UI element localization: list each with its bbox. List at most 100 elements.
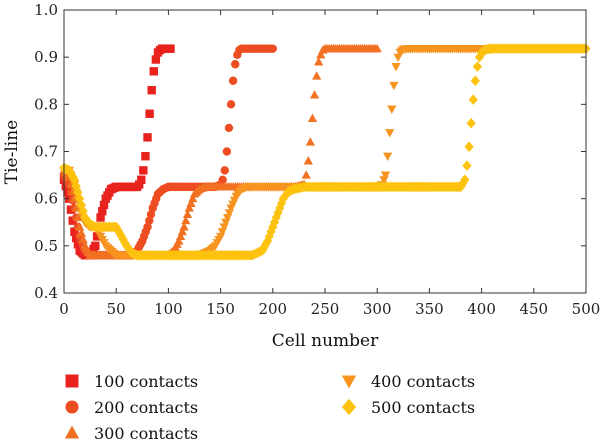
triangle-point — [372, 43, 382, 53]
square-point — [149, 67, 158, 76]
square-point — [98, 207, 107, 216]
triangle-point — [78, 234, 88, 244]
triangle-point — [181, 215, 191, 225]
circle-point — [220, 166, 229, 175]
triangle-point — [73, 212, 83, 222]
triangle-point — [309, 90, 320, 99]
legend-label: 500 contacts — [371, 398, 475, 417]
diamond-point — [262, 235, 273, 247]
diamond-point — [462, 160, 472, 171]
x-tick-label: 300 — [363, 300, 392, 318]
diamond-point — [466, 117, 476, 129]
square-point — [145, 109, 154, 118]
diamond-point — [468, 94, 478, 105]
y-tick-label: 0.5 — [34, 237, 58, 255]
diamond-point — [460, 174, 470, 186]
series-layer — [59, 43, 591, 261]
diamond-point — [273, 207, 283, 219]
x-tick-label: 400 — [467, 300, 496, 318]
x-tick-label: 350 — [415, 300, 444, 318]
legend-marker-triangle — [64, 425, 80, 439]
square-point — [96, 213, 105, 222]
series-5 — [59, 43, 591, 261]
y-axis-label: Tie-line — [2, 120, 22, 184]
diamond-point — [73, 187, 83, 198]
circle-point — [268, 44, 277, 53]
triangle-point — [305, 137, 316, 146]
triangle-point — [301, 170, 311, 179]
down-triangle-point — [389, 81, 399, 91]
triangle-point — [303, 156, 313, 165]
circle-point — [224, 123, 234, 133]
triangle-point — [75, 222, 85, 231]
down-triangle-point — [387, 105, 397, 114]
legend-marker-square — [65, 374, 79, 388]
triangle-point — [182, 209, 193, 218]
y-tick-label: 0.4 — [34, 284, 58, 302]
legend-marker-diamond — [341, 398, 357, 416]
legend-label: 100 contacts — [94, 372, 198, 391]
diamond-point — [464, 141, 474, 153]
circle-point — [226, 100, 236, 109]
legend-marker-down-triangle — [341, 375, 357, 389]
triangle-point — [307, 113, 318, 123]
circle-point — [143, 222, 152, 232]
x-tick-label: 200 — [258, 300, 287, 318]
axis-ticks: 0 50 100 150 200 250 300 350 400 450 500 0.4 0.5 0.6 0… — [34, 1, 600, 318]
circle-point — [145, 216, 154, 225]
down-triangle-point — [383, 152, 393, 162]
down-triangle-point — [380, 171, 391, 180]
legend-label: 200 contacts — [94, 398, 198, 417]
triangle-point — [188, 193, 198, 203]
square-point — [134, 180, 144, 189]
square-point — [141, 152, 150, 161]
circle-point — [218, 175, 227, 184]
square-point — [147, 85, 156, 95]
diamond-point — [268, 221, 278, 233]
legend-label: 400 contacts — [371, 372, 475, 391]
diamond-point — [470, 75, 480, 86]
legend-label: 300 contacts — [94, 424, 198, 443]
square-point — [91, 241, 100, 251]
diamond-point — [472, 61, 483, 72]
legend: 100 contacts 200 contacts 300 contacts 400 … — [64, 372, 475, 443]
square-point — [151, 55, 161, 64]
down-triangle-point — [391, 63, 401, 72]
triangle-point — [312, 71, 322, 80]
down-triangle-point — [385, 129, 395, 138]
square-point — [92, 232, 102, 241]
square-point — [99, 200, 109, 210]
triangle-point — [314, 57, 324, 66]
y-tick-label: 0.6 — [34, 190, 58, 208]
x-tick-label: 50 — [107, 300, 126, 318]
square-point — [166, 44, 175, 53]
triangle-point — [186, 198, 196, 207]
y-tick-label: 0.7 — [34, 143, 58, 161]
y-tick-label: 0.9 — [34, 48, 58, 66]
diamond-point — [71, 180, 81, 192]
triangle-point — [316, 49, 326, 59]
triangle-point — [184, 203, 194, 212]
triangle-point — [174, 236, 184, 245]
square-point — [73, 240, 83, 249]
circle-point — [231, 60, 240, 69]
triangle-point — [76, 228, 87, 237]
x-tick-label: 100 — [154, 300, 183, 318]
triangle-point — [177, 226, 187, 236]
x-tick-label: 0 — [59, 300, 69, 318]
circle-point — [146, 210, 156, 219]
triangle-point — [179, 222, 189, 231]
square-point — [68, 216, 77, 225]
circle-point — [228, 76, 238, 85]
x-axis-label: Cell number — [272, 331, 379, 351]
triangle-point — [175, 231, 186, 240]
y-tick-label: 0.8 — [34, 95, 58, 113]
circle-point — [222, 147, 232, 156]
square-point — [139, 166, 148, 175]
x-tick-label: 250 — [311, 300, 340, 318]
square-point — [137, 175, 146, 184]
y-tick-label: 1.0 — [34, 1, 58, 19]
x-tick-label: 500 — [572, 300, 600, 318]
x-tick-label: 150 — [206, 300, 235, 318]
